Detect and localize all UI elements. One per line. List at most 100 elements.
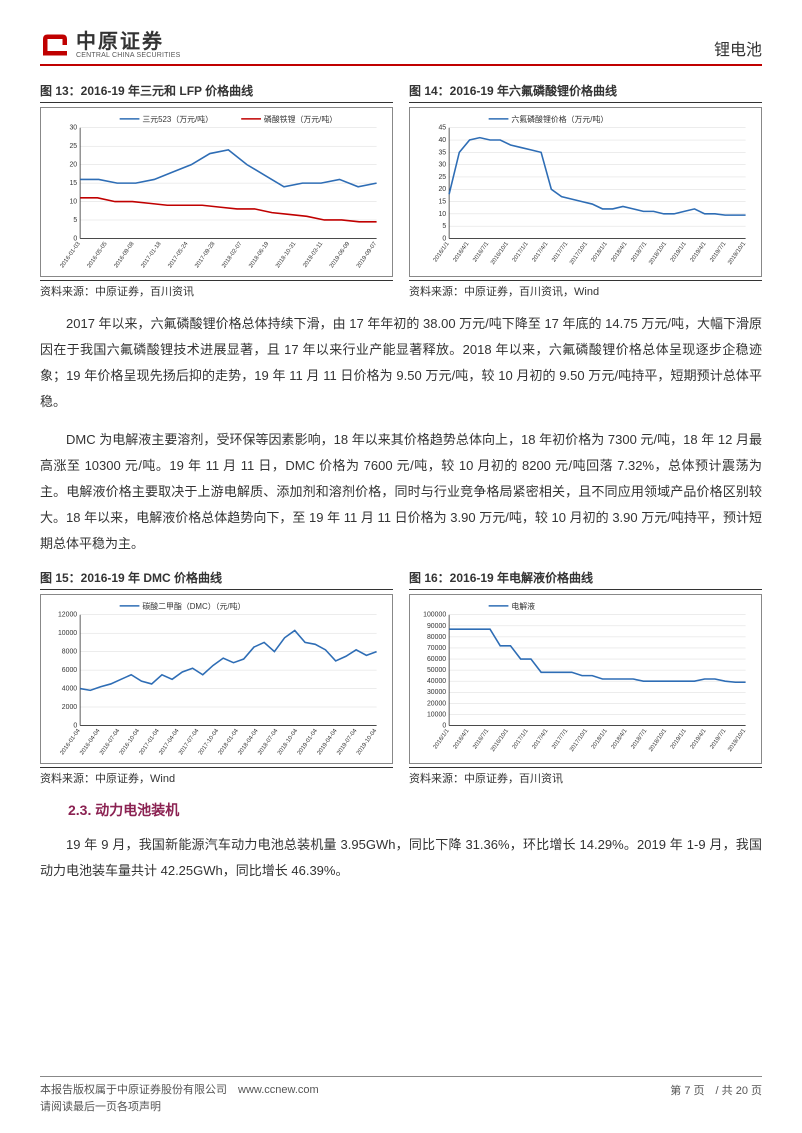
svg-text:15: 15 (438, 199, 446, 206)
svg-text:六氟磷酸锂价格（万元/吨）: 六氟磷酸锂价格（万元/吨） (511, 114, 608, 124)
svg-text:2017/7/1: 2017/7/1 (551, 728, 569, 750)
svg-text:2016/1/1: 2016/1/1 (433, 728, 451, 750)
svg-text:40000: 40000 (427, 678, 446, 685)
svg-text:100000: 100000 (423, 612, 446, 619)
chart13: 0510152025302016-01-032016-05-052016-09-… (40, 107, 393, 277)
svg-text:2018-06-19: 2018-06-19 (248, 241, 270, 269)
chart15-title: 图 15：2016-19 年 DMC 价格曲线 (40, 569, 393, 590)
svg-text:2019/1/1: 2019/1/1 (670, 728, 688, 750)
svg-text:20: 20 (438, 186, 446, 193)
svg-text:2018/4/1: 2018/4/1 (611, 241, 629, 263)
page-header: 中原证券 CENTRAL CHINA SECURITIES 锂电池 (40, 30, 762, 66)
svg-text:15: 15 (69, 180, 77, 187)
svg-text:2018/10/1: 2018/10/1 (648, 728, 668, 753)
svg-text:60000: 60000 (427, 656, 446, 663)
svg-text:2016-05-05: 2016-05-05 (86, 241, 109, 270)
svg-text:10: 10 (69, 199, 77, 206)
paragraph-2: DMC 为电解液主要溶剂，受环保等因素影响，18 年以来其价格趋势总体向上，18… (40, 427, 762, 557)
svg-text:磷酸铁锂（万元/吨）: 磷酸铁锂（万元/吨） (264, 114, 337, 124)
svg-text:70000: 70000 (427, 645, 446, 652)
paragraph-3: 19 年 9 月，我国新能源汽车动力电池总装机量 3.95GWh，同比下降 31… (40, 832, 762, 884)
svg-text:2000: 2000 (62, 704, 78, 711)
svg-text:2019/4/1: 2019/4/1 (690, 241, 708, 263)
svg-text:2019/4/1: 2019/4/1 (690, 728, 708, 750)
chart13-title: 图 13：2016-19 年三元和 LFP 价格曲线 (40, 82, 393, 103)
svg-text:2016/4/1: 2016/4/1 (452, 728, 470, 750)
svg-text:10000: 10000 (427, 711, 446, 718)
svg-text:10: 10 (438, 211, 446, 218)
footer-copyright: 本报告版权属于中原证券股份有限公司 www.ccnew.com (40, 1082, 319, 1099)
svg-text:30: 30 (69, 125, 77, 132)
svg-text:2016-09-08: 2016-09-08 (113, 241, 136, 270)
svg-text:2018/1/1: 2018/1/1 (591, 241, 609, 263)
chart14: 0510152025303540452016/1/12016/4/12016/7… (409, 107, 762, 277)
svg-text:2017/1/1: 2017/1/1 (512, 241, 530, 263)
chart14-source: 资料来源：中原证券，百川资讯，Wind (409, 280, 762, 299)
svg-text:20000: 20000 (427, 700, 446, 707)
svg-text:4000: 4000 (62, 686, 78, 693)
svg-text:2017-05-24: 2017-05-24 (167, 241, 190, 270)
paragraph-1: 2017 年以来，六氟磷酸锂价格总体持续下滑，由 17 年年初的 38.00 万… (40, 311, 762, 415)
svg-text:2018-10-31: 2018-10-31 (275, 241, 297, 269)
svg-text:2016/7/1: 2016/7/1 (472, 728, 490, 750)
chart16: 0100002000030000400005000060000700008000… (409, 594, 762, 764)
svg-text:2018/7/1: 2018/7/1 (630, 241, 648, 263)
svg-text:25: 25 (438, 174, 446, 181)
svg-text:2016/1/1: 2016/1/1 (433, 241, 451, 263)
logo-text-cn: 中原证券 (76, 32, 181, 52)
svg-text:2018-02-07: 2018-02-07 (221, 241, 243, 269)
svg-text:2019/10/1: 2019/10/1 (727, 241, 747, 266)
svg-text:2017/10/1: 2017/10/1 (569, 728, 589, 753)
svg-text:2019-06-09: 2019-06-09 (329, 241, 351, 269)
section-heading-2-3: 2.3. 动力电池装机 (40, 800, 762, 820)
svg-text:2019-10-04: 2019-10-04 (356, 728, 379, 757)
chart-row-2: 图 15：2016-19 年 DMC 价格曲线 0200040006000800… (40, 569, 762, 786)
svg-text:2018/1/1: 2018/1/1 (591, 728, 609, 750)
svg-text:2016-01-03: 2016-01-03 (60, 241, 83, 270)
svg-text:2019-09-07: 2019-09-07 (356, 241, 378, 269)
svg-text:45: 45 (438, 125, 446, 132)
svg-text:5: 5 (73, 217, 77, 224)
chart14-title: 图 14：2016-19 年六氟磷酸锂价格曲线 (409, 82, 762, 103)
svg-text:2017/4/1: 2017/4/1 (531, 241, 549, 263)
document-category: 锂电池 (714, 36, 762, 60)
svg-text:2019/10/1: 2019/10/1 (727, 728, 747, 753)
svg-text:2017-09-28: 2017-09-28 (194, 241, 217, 270)
svg-text:2016/10/1: 2016/10/1 (490, 728, 510, 753)
svg-text:2017/7/1: 2017/7/1 (551, 241, 569, 263)
svg-text:2016/7/1: 2016/7/1 (472, 241, 490, 263)
svg-text:电解液: 电解液 (511, 601, 535, 611)
svg-text:2016/10/1: 2016/10/1 (490, 241, 510, 266)
svg-text:2018/7/1: 2018/7/1 (630, 728, 648, 750)
svg-text:30: 30 (438, 162, 446, 169)
svg-text:90000: 90000 (427, 623, 446, 630)
footer-disclaimer: 请阅读最后一页各项声明 (40, 1099, 319, 1116)
chart15: 0200040006000800010000120002016-01-04201… (40, 594, 393, 764)
svg-text:12000: 12000 (58, 612, 77, 619)
svg-text:8000: 8000 (62, 649, 78, 656)
svg-text:50000: 50000 (427, 667, 446, 674)
svg-text:25: 25 (69, 143, 77, 150)
svg-text:2019/7/1: 2019/7/1 (709, 241, 727, 263)
chart-row-1: 图 13：2016-19 年三元和 LFP 价格曲线 0510152025302… (40, 82, 762, 299)
svg-text:2019-03-11: 2019-03-11 (302, 241, 324, 269)
svg-text:80000: 80000 (427, 634, 446, 641)
svg-text:碳酸二甲酯（DMC）（元/吨）: 碳酸二甲酯（DMC）（元/吨） (142, 601, 245, 611)
svg-text:2019/1/1: 2019/1/1 (670, 241, 688, 263)
svg-text:2017/1/1: 2017/1/1 (512, 728, 530, 750)
chart16-source: 资料来源：中原证券，百川资讯 (409, 767, 762, 786)
svg-text:2017/4/1: 2017/4/1 (531, 728, 549, 750)
svg-text:2018/4/1: 2018/4/1 (611, 728, 629, 750)
svg-text:6000: 6000 (62, 667, 78, 674)
chart13-source: 资料来源：中原证券，百川资讯 (40, 280, 393, 299)
svg-text:35: 35 (438, 149, 446, 156)
logo-text-en: CENTRAL CHINA SECURITIES (76, 52, 181, 59)
svg-text:2018/10/1: 2018/10/1 (648, 241, 668, 266)
svg-text:5: 5 (442, 223, 446, 230)
footer-page-number: 第 7 页 / 共 20 页 (670, 1082, 762, 1115)
svg-text:2019/7/1: 2019/7/1 (709, 728, 727, 750)
svg-text:2017/10/1: 2017/10/1 (569, 241, 589, 266)
svg-text:10000: 10000 (58, 630, 77, 637)
svg-text:三元523（万元/吨）: 三元523（万元/吨） (142, 114, 213, 124)
logo-icon (40, 30, 70, 60)
